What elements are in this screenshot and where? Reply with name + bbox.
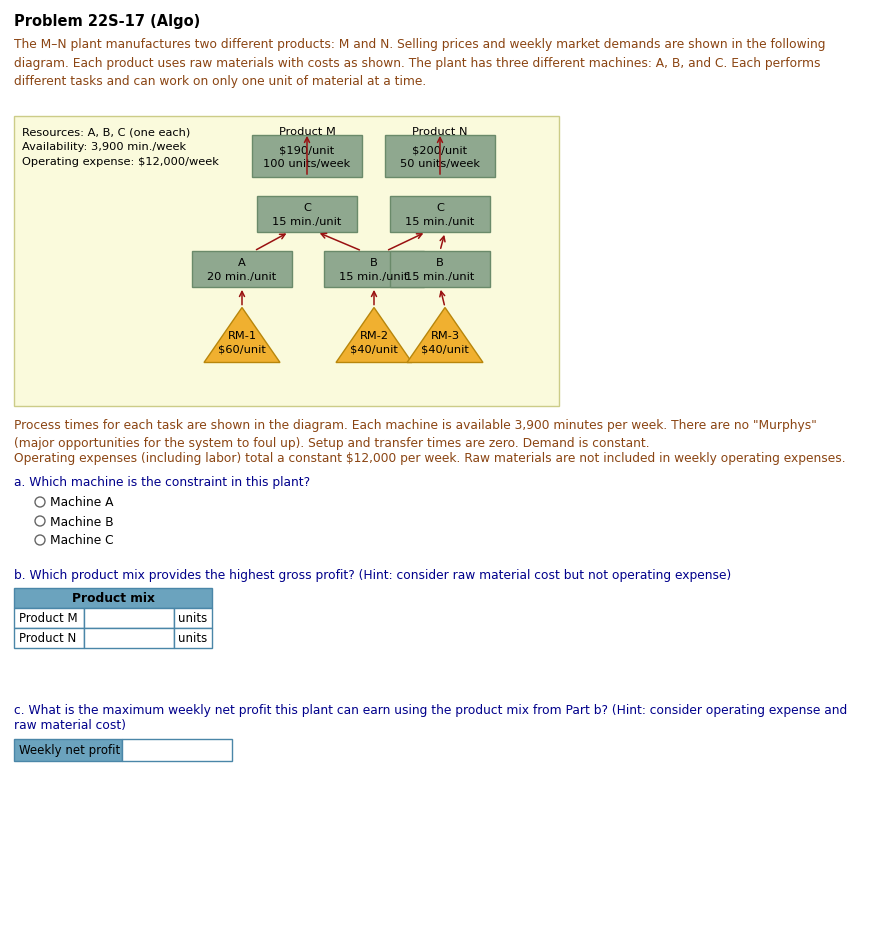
Text: Product M: Product M — [19, 612, 78, 625]
Polygon shape — [407, 308, 483, 363]
Text: Product N: Product N — [19, 632, 76, 645]
Text: a. Which machine is the constraint in this plant?: a. Which machine is the constraint in th… — [14, 475, 310, 488]
Text: C
15 min./unit: C 15 min./unit — [272, 203, 341, 226]
FancyBboxPatch shape — [14, 609, 84, 628]
FancyBboxPatch shape — [252, 135, 362, 178]
Text: c. What is the maximum weekly net profit this plant can earn using the product m: c. What is the maximum weekly net profit… — [14, 703, 848, 731]
Text: RM-1
$60/unit: RM-1 $60/unit — [218, 330, 266, 354]
FancyBboxPatch shape — [84, 609, 174, 628]
Text: B
15 min./unit: B 15 min./unit — [405, 258, 475, 281]
Text: Machine A: Machine A — [50, 496, 113, 509]
Text: Machine C: Machine C — [50, 534, 113, 547]
FancyBboxPatch shape — [257, 197, 357, 233]
Text: Machine B: Machine B — [50, 515, 113, 528]
Text: Product mix: Product mix — [72, 592, 155, 605]
Text: A
20 min./unit: A 20 min./unit — [208, 258, 277, 281]
FancyBboxPatch shape — [122, 740, 232, 761]
Text: $200/unit
50 units/week: $200/unit 50 units/week — [400, 146, 480, 168]
Text: B
15 min./unit: B 15 min./unit — [340, 258, 409, 281]
Text: RM-2
$40/unit: RM-2 $40/unit — [350, 330, 398, 354]
FancyBboxPatch shape — [390, 197, 490, 233]
FancyBboxPatch shape — [324, 251, 424, 288]
FancyBboxPatch shape — [84, 628, 174, 649]
Text: Problem 22S-17 (Algo): Problem 22S-17 (Algo) — [14, 14, 200, 29]
Text: Weekly net profit: Weekly net profit — [19, 743, 120, 756]
Text: Operating expenses (including labor) total a constant $12,000 per week. Raw mate: Operating expenses (including labor) tot… — [14, 452, 846, 465]
Text: units: units — [178, 612, 207, 625]
Text: C
15 min./unit: C 15 min./unit — [405, 203, 475, 226]
Polygon shape — [336, 308, 412, 363]
FancyBboxPatch shape — [390, 251, 490, 288]
FancyBboxPatch shape — [174, 609, 212, 628]
Text: Product M: Product M — [278, 127, 335, 136]
Text: Resources: A, B, C (one each)
Availability: 3,900 min./week
Operating expense: $: Resources: A, B, C (one each) Availabili… — [22, 127, 219, 166]
FancyBboxPatch shape — [14, 740, 122, 761]
Polygon shape — [204, 308, 280, 363]
FancyBboxPatch shape — [174, 628, 212, 649]
FancyBboxPatch shape — [14, 117, 559, 406]
Text: units: units — [178, 632, 207, 645]
FancyBboxPatch shape — [14, 588, 212, 609]
Text: Process times for each task are shown in the diagram. Each machine is available : Process times for each task are shown in… — [14, 419, 817, 450]
Text: RM-3
$40/unit: RM-3 $40/unit — [421, 330, 469, 354]
FancyBboxPatch shape — [385, 135, 495, 178]
FancyBboxPatch shape — [14, 628, 84, 649]
Text: $190/unit
100 units/week: $190/unit 100 units/week — [264, 146, 351, 168]
FancyBboxPatch shape — [192, 251, 292, 288]
Text: b. Which product mix provides the highest gross profit? (Hint: consider raw mate: b. Which product mix provides the highes… — [14, 568, 732, 581]
Text: The M–N plant manufactures two different products: M and N. Selling prices and w: The M–N plant manufactures two different… — [14, 38, 826, 88]
Text: Product N: Product N — [412, 127, 468, 136]
